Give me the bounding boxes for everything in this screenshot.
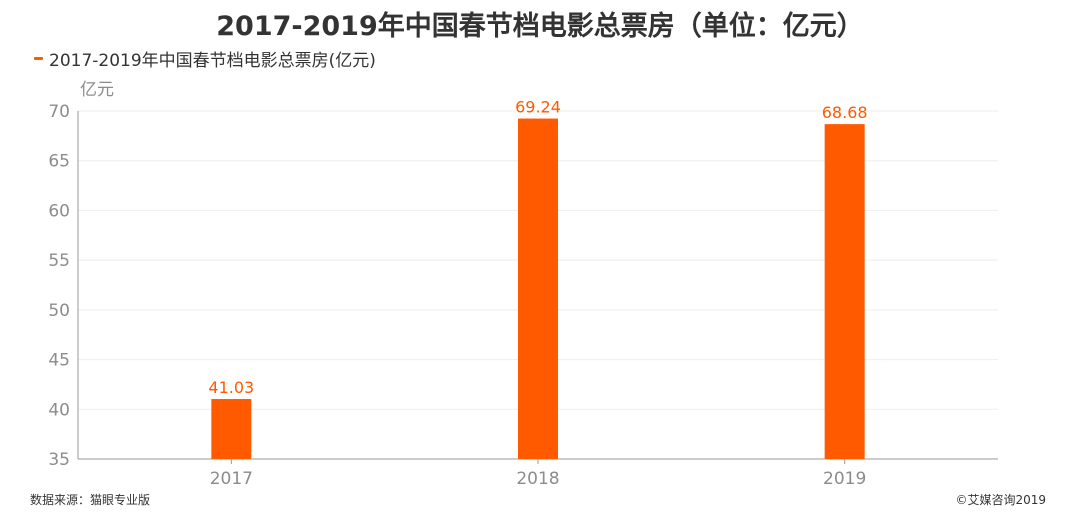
y-tick-label: 40 bbox=[48, 400, 70, 420]
y-tick-label: 60 bbox=[48, 201, 70, 221]
bar-2017 bbox=[211, 399, 251, 459]
data-source: 数据来源：猫眼专业版 bbox=[30, 491, 150, 508]
y-tick-label: 50 bbox=[48, 301, 70, 321]
bar-2019 bbox=[825, 124, 865, 459]
x-tick-label: 2018 bbox=[516, 469, 559, 489]
data-label-2019: 68.68 bbox=[822, 103, 868, 122]
y-tick-label: 35 bbox=[48, 450, 70, 470]
x-tick-label: 2019 bbox=[823, 469, 866, 489]
x-tick-label: 2017 bbox=[210, 469, 253, 489]
y-tick-label: 55 bbox=[48, 251, 70, 271]
y-tick-label: 45 bbox=[48, 351, 70, 371]
y-axis-label: 亿元 bbox=[80, 80, 114, 100]
y-tick-label: 70 bbox=[48, 102, 70, 122]
data-label-2017: 41.03 bbox=[208, 378, 254, 397]
y-tick-label: 65 bbox=[48, 152, 70, 172]
bar-2018 bbox=[518, 119, 558, 459]
data-label-2018: 69.24 bbox=[515, 98, 561, 117]
copyright: ©艾媒咨询2019 bbox=[955, 491, 1046, 508]
